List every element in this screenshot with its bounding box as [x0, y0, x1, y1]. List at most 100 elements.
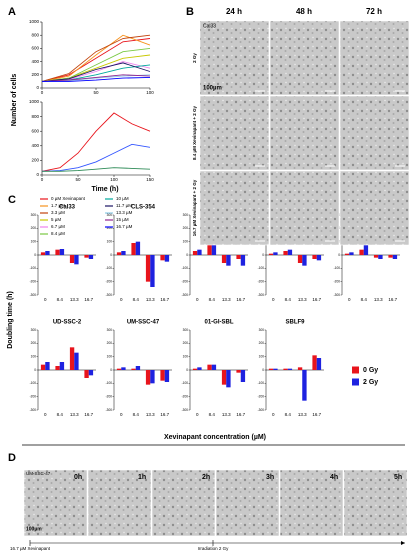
y-tick-label: 600 [31, 128, 39, 133]
micrograph [339, 95, 410, 171]
bar [268, 253, 274, 255]
y-tick-label: 1000 [29, 19, 40, 24]
micrograph [23, 469, 88, 537]
micrograph [343, 469, 408, 537]
x-tick-label: 8.4 [209, 297, 216, 302]
y-tick-label: 300 [183, 328, 189, 332]
x-tick-label: 0 [44, 412, 47, 417]
series-line [41, 34, 151, 82]
y-tick-label: 300 [31, 213, 37, 217]
y-tick-label: -100 [106, 266, 113, 270]
bar [88, 370, 94, 376]
image-label: Cal33 [203, 23, 216, 29]
x-tick-label: 8.4 [285, 297, 292, 302]
y-tick-label: 0 [110, 253, 112, 257]
chart-title: 01-GI-SBL [204, 320, 233, 326]
bar [116, 368, 122, 370]
x-tick-label: 13.3 [222, 412, 231, 417]
series-line [41, 143, 151, 172]
series-line [42, 76, 151, 82]
x-tick-label: 16.7 [236, 412, 245, 417]
micrograph [279, 469, 344, 537]
series-line [41, 47, 151, 82]
x-tick-label: 13.3 [146, 297, 155, 302]
x-tick-label: 16.7 [312, 412, 321, 417]
x-tick-label: 0 [41, 177, 44, 182]
x-tick-label: 16.7 [236, 297, 245, 302]
bar [221, 255, 227, 263]
y-tick-label: -300 [30, 293, 37, 297]
y-tick-label: 200 [183, 341, 189, 345]
bar [160, 255, 165, 261]
bar [273, 252, 278, 255]
chart-title: UM-SSC-47 [127, 320, 160, 326]
bar [392, 255, 398, 259]
series-line [41, 64, 151, 82]
y-tick-label: 0 [36, 85, 39, 90]
bar [283, 251, 288, 255]
bar [84, 370, 89, 378]
panel-label: C [8, 194, 16, 206]
arrow-head [401, 541, 405, 545]
micrograph [269, 95, 340, 171]
y-tick-label: 0 [262, 368, 264, 372]
bar [236, 255, 241, 259]
bar [59, 249, 65, 255]
y-tick-label: 100 [31, 240, 37, 244]
x-tick-label: 16.7 [84, 297, 93, 302]
bar [240, 370, 246, 382]
bar [45, 362, 50, 370]
bar [40, 364, 46, 370]
bar [388, 255, 393, 258]
bar [297, 367, 303, 370]
series-line [41, 74, 151, 82]
micrograph [151, 469, 216, 537]
bar [197, 367, 202, 370]
bar [192, 251, 198, 255]
x-tick-label: 13.3 [222, 297, 231, 302]
bar [359, 249, 364, 255]
y-tick-label: 100 [183, 240, 189, 244]
x-tick-label: 0 [272, 412, 275, 417]
legend-label: 8.4 µM [51, 231, 65, 236]
bar [240, 255, 246, 266]
x-tick-label: 16.7 [388, 297, 397, 302]
legend-label: 16.7 µM [116, 224, 133, 229]
frame-label: 3h [266, 474, 274, 481]
micrograph [199, 95, 270, 171]
x-tick-label: 13.3 [70, 297, 79, 302]
x-tick-label: 16.7 [160, 297, 169, 302]
x-tick-label: 0 [272, 297, 275, 302]
legend-label: 5 µM [51, 217, 61, 222]
y-tick-label: 300 [259, 328, 265, 332]
bar [55, 249, 60, 255]
timeline-label: Irradiation 2 Gy [198, 546, 230, 551]
y-tick-label: 200 [31, 341, 37, 345]
bar [192, 368, 198, 370]
y-tick-label: 200 [183, 226, 189, 230]
bar [378, 255, 383, 259]
y-tick-label: -300 [30, 408, 37, 412]
y-tick-label: -200 [182, 395, 189, 399]
y-tick-label: 200 [259, 341, 265, 345]
y-tick-label: 200 [31, 158, 39, 163]
frame-label: 4h [330, 474, 338, 481]
y-tick-label: 100 [31, 355, 37, 359]
micrograph [339, 20, 410, 96]
y-tick-label: 100 [107, 355, 113, 359]
x-tick-label: 0 [196, 297, 199, 302]
x-tick-label: 8.4 [57, 297, 64, 302]
y-tick-label: 800 [31, 114, 39, 119]
legend-label: 13.3 µM [116, 210, 133, 215]
panel-label: A [8, 6, 16, 18]
chart-title: CLS-354 [131, 205, 156, 211]
micrograph [87, 469, 152, 537]
frame-label: 2h [202, 474, 210, 481]
chart-title: Cal33 [59, 205, 76, 211]
bar [164, 255, 170, 262]
bar [121, 367, 126, 370]
row-label: 16.7 µM Xevinapant + 2 Gy [192, 179, 197, 236]
x-tick-label: 8.4 [133, 297, 140, 302]
bar [145, 370, 151, 385]
legend-label: 15 µM [116, 217, 129, 222]
